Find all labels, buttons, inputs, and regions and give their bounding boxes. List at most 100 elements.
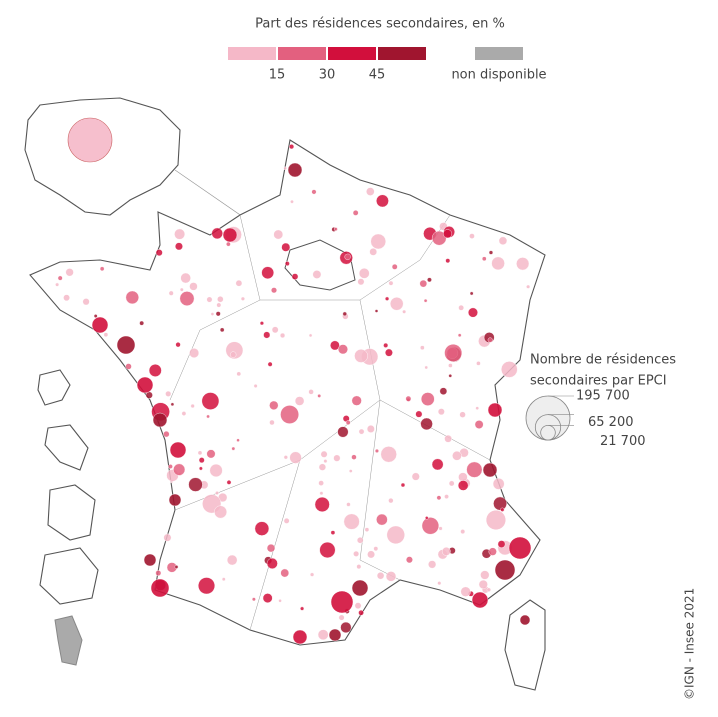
bubble: [155, 570, 162, 576]
bubble: [230, 351, 237, 358]
bubble: [428, 560, 437, 569]
bubble: [125, 290, 139, 305]
bubble: [189, 282, 198, 291]
bubble: [437, 408, 445, 416]
bubble: [179, 287, 184, 292]
bubble: [478, 579, 488, 589]
break-label: 30: [319, 68, 336, 83]
bubble: [337, 344, 348, 355]
bubble: [460, 586, 471, 597]
bubble: [353, 550, 360, 557]
bubble: [91, 316, 109, 334]
bubble: [488, 547, 497, 556]
bubble: [125, 363, 132, 370]
bubble: [65, 268, 74, 277]
bubble: [337, 426, 349, 438]
bubble: [436, 495, 442, 501]
bubble: [165, 390, 172, 397]
bubble: [376, 194, 389, 208]
size-legend-title-2: secondaires par EPCI: [530, 374, 667, 389]
color-swatch: [228, 47, 276, 60]
bubble: [251, 597, 256, 602]
bubble: [287, 162, 303, 178]
bubble: [494, 559, 516, 581]
bubble: [263, 331, 271, 339]
bubble: [500, 507, 505, 512]
bubble: [273, 229, 284, 240]
bubble: [240, 296, 245, 301]
bubble: [310, 572, 315, 577]
bubble: [366, 425, 375, 433]
bubble: [206, 414, 210, 419]
bubble: [155, 249, 163, 257]
bubble: [388, 497, 394, 504]
bubble: [487, 337, 493, 343]
color-legend: 15 30 45: [228, 47, 426, 83]
bubble: [320, 450, 328, 458]
bubble: [423, 298, 428, 303]
bubble: [136, 376, 154, 394]
break-label: 15: [269, 68, 286, 83]
bubble: [388, 280, 394, 286]
bubble: [476, 361, 481, 366]
bubble: [493, 496, 507, 511]
bubble: [168, 464, 173, 469]
bubble: [482, 462, 498, 478]
bubble: [338, 614, 345, 621]
bubble: [385, 296, 390, 301]
bubble: [197, 450, 203, 456]
bubble: [487, 402, 503, 418]
martinique: [44, 424, 89, 471]
bubble: [271, 326, 279, 334]
bubble: [82, 298, 90, 306]
bubble: [498, 236, 508, 245]
bubble: [419, 279, 428, 288]
bubble: [143, 553, 157, 567]
legend-title: Part des résidences secondaires, en %: [255, 17, 505, 32]
bubble: [351, 395, 362, 406]
bubble: [460, 529, 466, 534]
bubble: [448, 480, 455, 487]
bubble: [501, 361, 518, 378]
color-swatch: [378, 47, 426, 60]
guadeloupe: [37, 369, 71, 406]
mainland: [29, 139, 546, 646]
bubble: [214, 505, 227, 519]
bubble: [485, 510, 506, 531]
bubble: [198, 466, 203, 471]
mayotte: [54, 615, 83, 666]
bubble: [290, 199, 294, 204]
bubble: [345, 420, 351, 425]
bubble: [354, 349, 368, 363]
bubble: [448, 363, 453, 368]
bubble: [340, 621, 352, 634]
bubble: [216, 302, 222, 308]
reunion: [39, 547, 99, 605]
bubble: [391, 263, 398, 270]
bubble: [333, 454, 341, 462]
bubble: [236, 438, 240, 442]
bubble: [163, 533, 172, 542]
bubble: [343, 513, 360, 530]
bubble: [280, 568, 290, 578]
bubble: [179, 291, 195, 306]
bubble: [516, 257, 530, 271]
bubble: [266, 543, 276, 553]
bubble: [226, 241, 231, 247]
bubble: [351, 454, 357, 460]
bubble: [330, 530, 336, 535]
bubble: [444, 494, 449, 499]
bubble: [174, 565, 179, 569]
bubble: [93, 314, 98, 318]
bubble: [323, 459, 328, 464]
bubble: [497, 540, 506, 548]
bubble: [289, 144, 295, 150]
bubble: [488, 250, 494, 255]
bubble: [150, 578, 170, 598]
bubble: [314, 496, 330, 512]
bubble: [279, 332, 286, 339]
bubble: [411, 472, 420, 481]
bubble: [474, 420, 484, 429]
bubble: [215, 491, 219, 495]
